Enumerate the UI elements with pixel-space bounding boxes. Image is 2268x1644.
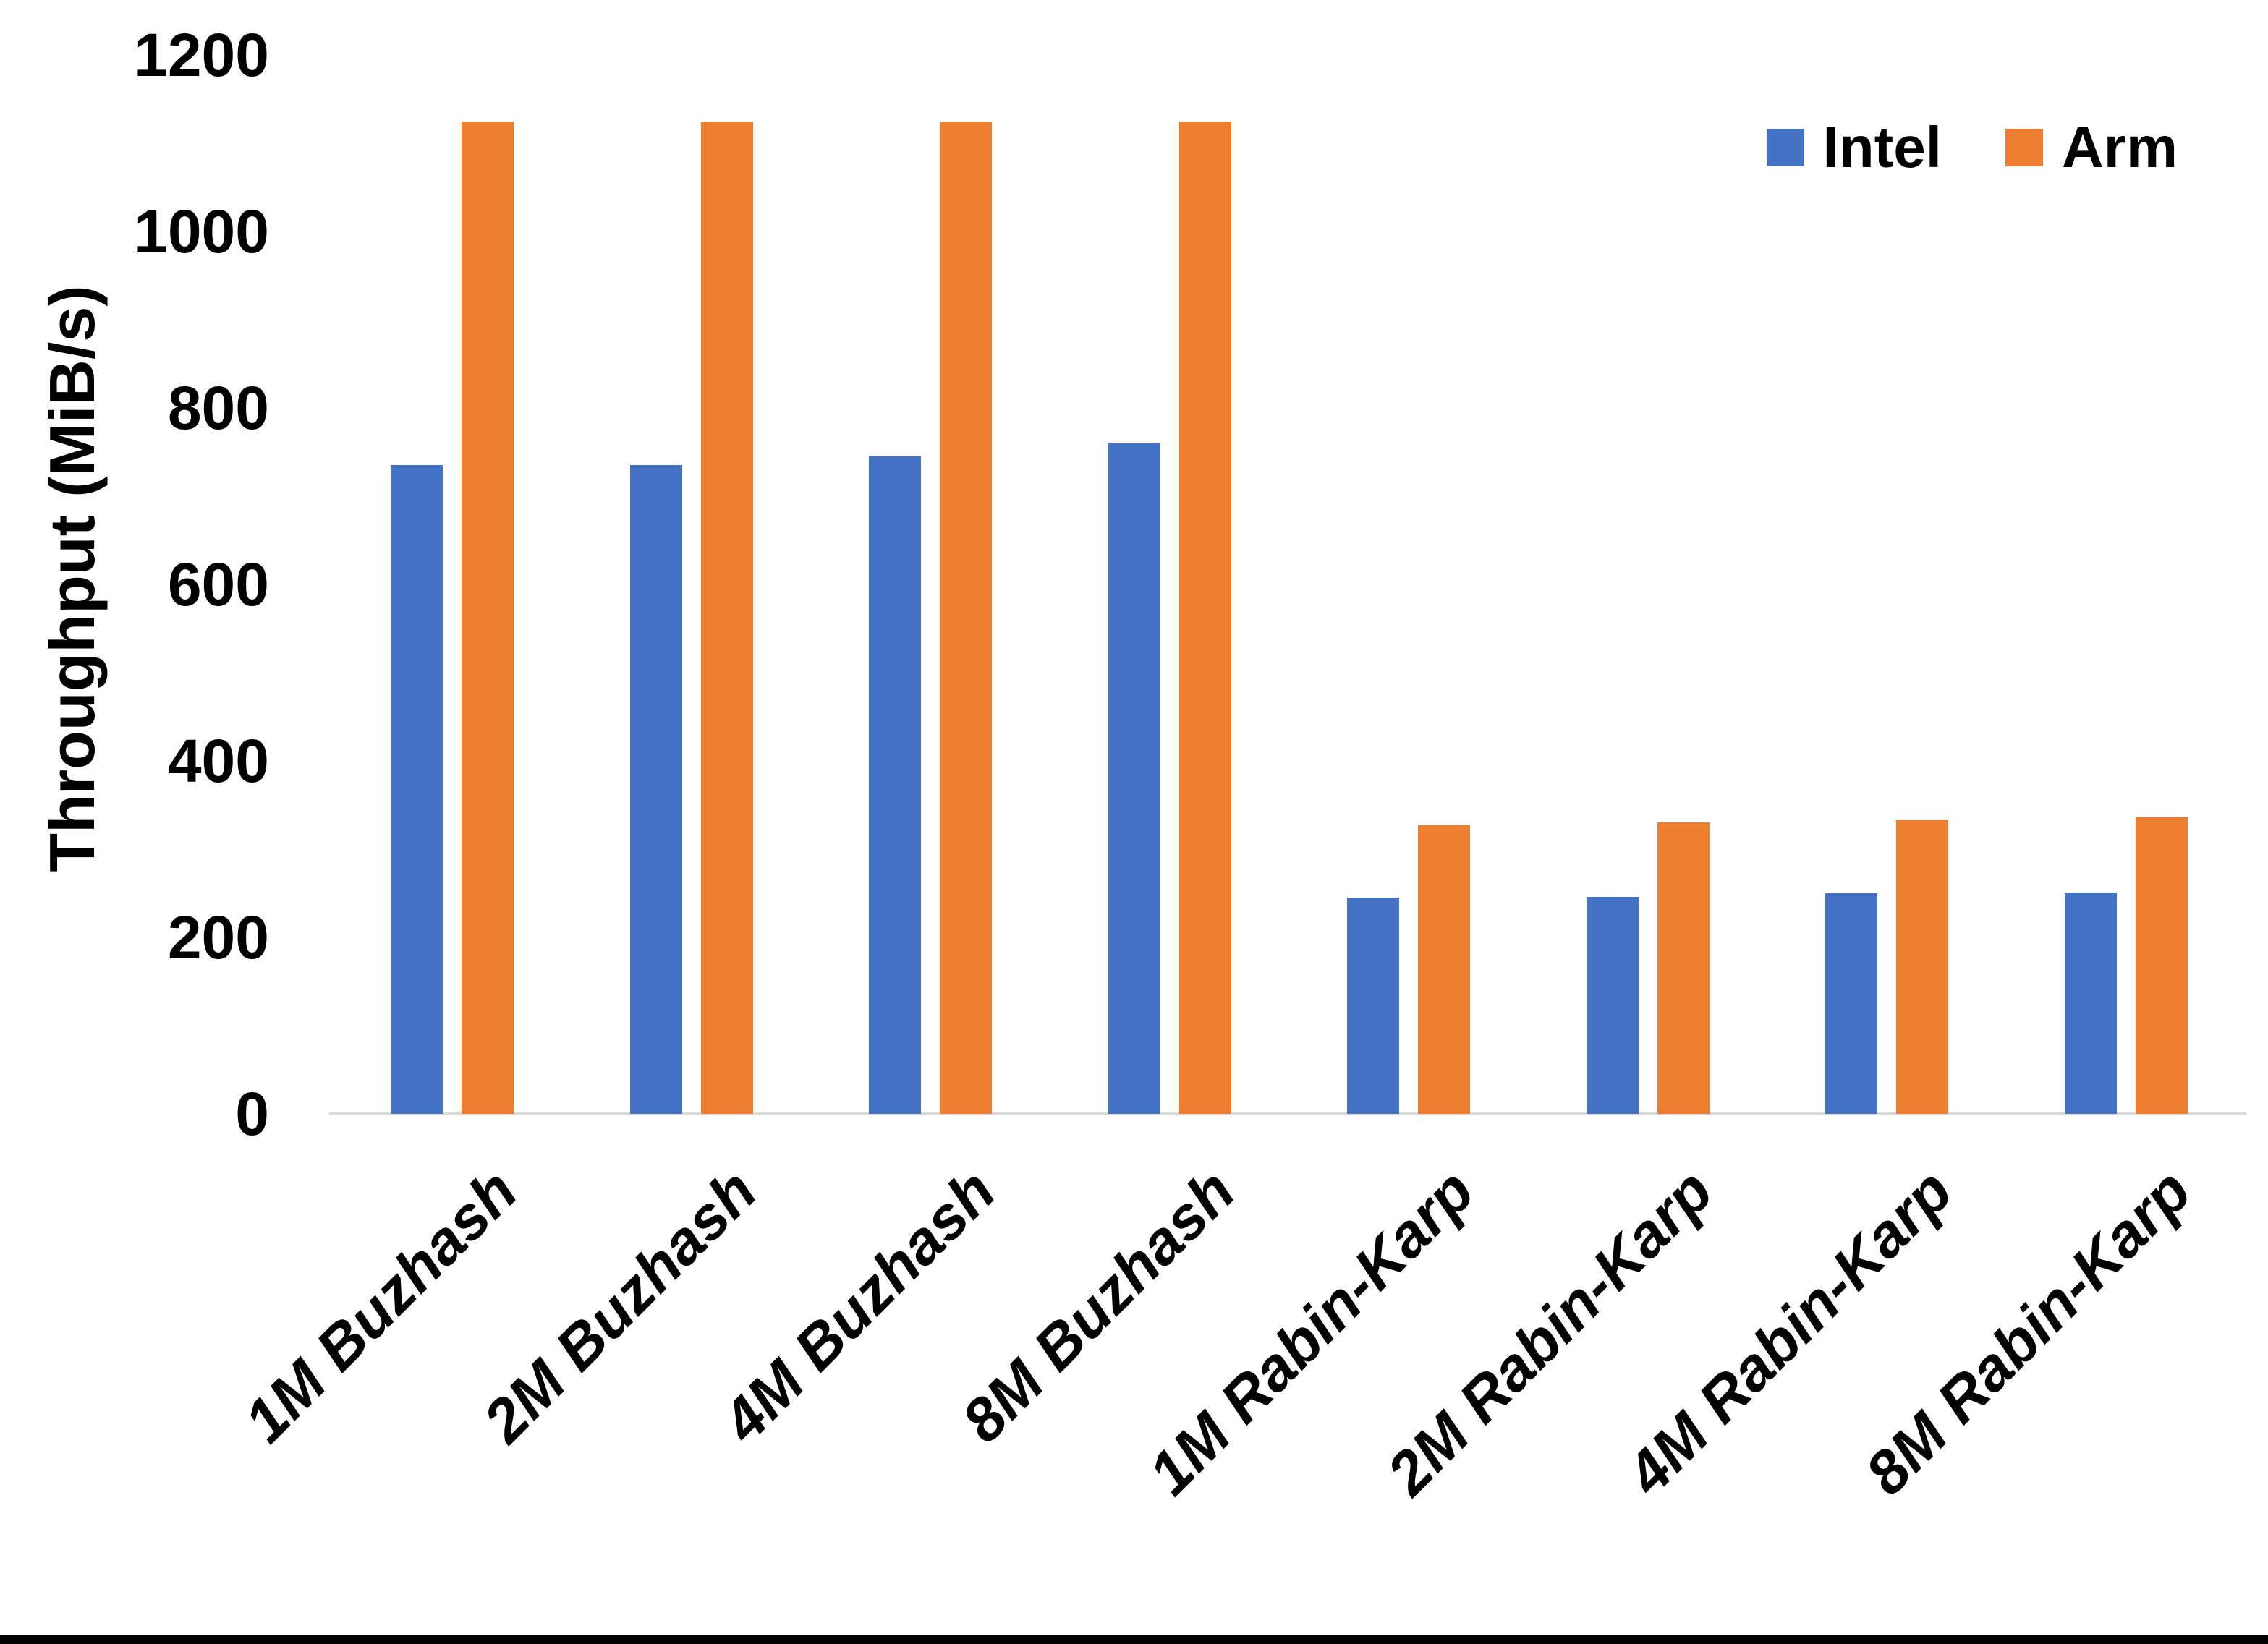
x-axis-line <box>329 1112 2246 1115</box>
y-tick-label-1200: 1200 <box>134 21 269 89</box>
arm-series-swatch <box>2005 129 2043 166</box>
bar-intel-6 <box>1586 896 1639 1114</box>
y-tick-label-0: 0 <box>235 1080 269 1148</box>
bar-intel-2 <box>629 465 682 1114</box>
bar-intel-7 <box>1825 893 1878 1114</box>
bar-intel-4 <box>1108 443 1160 1114</box>
bar-intel-1 <box>391 465 443 1114</box>
bar-arm-3 <box>940 121 993 1114</box>
bar-arm-8 <box>2135 817 2188 1114</box>
legend-label-intel: Intel <box>1822 115 1942 179</box>
legend-label-arm: Arm <box>2061 115 2178 179</box>
legend: Intel Arm <box>1766 114 2178 181</box>
y-tick-label-800: 800 <box>167 374 269 442</box>
bar-arm-2 <box>700 121 753 1114</box>
bar-arm-4 <box>1178 121 1231 1114</box>
bottom-border <box>0 1635 2268 1644</box>
y-tick-label-1000: 1000 <box>134 197 269 265</box>
bar-arm-6 <box>1657 822 1710 1114</box>
bar-intel-5 <box>1347 898 1400 1114</box>
bar-intel-3 <box>869 456 922 1114</box>
bar-arm-5 <box>1418 825 1471 1114</box>
intel-series-swatch <box>1766 129 1804 166</box>
legend-entry-arm: Arm <box>2005 114 2178 181</box>
legend-entry-intel: Intel <box>1766 114 1942 181</box>
y-tick-label-600: 600 <box>167 550 269 618</box>
bar-arm-7 <box>1896 819 1949 1114</box>
bar-arm-1 <box>462 121 514 1114</box>
bar-intel-8 <box>2064 892 2117 1114</box>
y-tick-label-400: 400 <box>167 727 269 795</box>
y-tick-label-200: 200 <box>167 903 269 971</box>
